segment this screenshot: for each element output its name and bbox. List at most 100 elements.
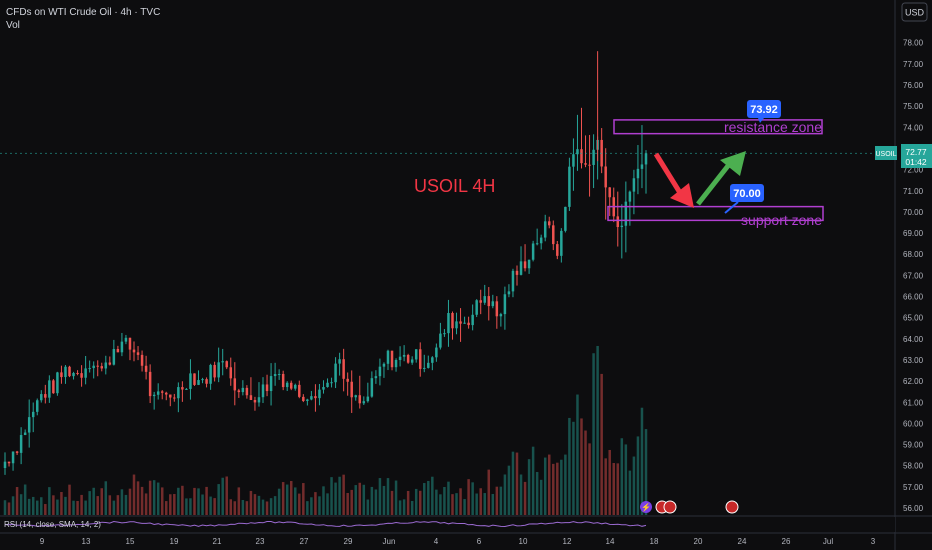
volume-bar [148,480,152,515]
target-badge[interactable]: 73.92 [747,100,781,123]
candle-body [80,373,83,378]
time-axis-tick: 21 [213,537,222,546]
candle-body [334,363,337,383]
currency-button[interactable]: USD [901,2,928,22]
time-axis-tick: 12 [563,537,572,546]
volume-bar [213,498,216,515]
candle-body [241,387,245,393]
candle-body [72,372,75,377]
volume-bar [479,488,482,515]
candle-body [84,368,87,378]
volume-bar [370,486,374,515]
price-axis-tick: 65.00 [903,314,924,323]
volume-bar [612,462,615,515]
volume-bar [40,497,43,515]
volume-bar [229,499,233,515]
volume-bar [124,494,128,515]
current-price-tag: USOIL 72.77 01:42 [875,144,932,168]
candle-body [48,380,51,398]
time-axis-tick: 15 [126,537,135,546]
price-axis-tick: 69.00 [903,229,924,238]
support-zone-box[interactable] [607,205,824,222]
volume-bar [600,373,603,515]
price-axis-tick: 57.00 [903,483,924,492]
price-axis-tick: 75.00 [903,102,924,111]
volume-bar [414,488,418,515]
resistance-zone-box[interactable] [613,119,823,135]
candle-body [56,372,59,394]
price-tag-value: 72.77 [905,147,927,157]
volume-bar [596,345,599,515]
price-axis-tick: 72.00 [903,166,924,175]
us-flag-event-icon[interactable] [663,500,677,514]
up-arrow[interactable] [696,151,746,206]
volume-bar [201,494,204,515]
candle-body [620,225,624,228]
volume-bar [535,471,539,515]
volume-bar [144,493,148,515]
volume-bar [382,485,386,515]
volume-bar [52,495,55,515]
candle-body [169,394,172,398]
resistance-zone-label: resistance zone [724,119,822,135]
volume-bar [23,484,27,515]
candle-body [370,378,374,397]
volume-bar [19,494,23,515]
candle-body [592,149,595,165]
entry-badge[interactable]: 70.00 [724,184,764,214]
lightning-event-icon[interactable] [640,501,652,513]
rsi-pane[interactable]: RSI (14, close, SMA, 14, 2) [0,517,895,532]
candle-body [608,187,611,198]
volume-bar [3,500,7,515]
candle-body [346,378,349,382]
candle-body [100,366,104,369]
candle-body [306,399,309,401]
candle-body [636,168,640,179]
volume-bar [193,487,196,515]
candle-body [318,389,321,399]
candle-body [374,376,378,379]
volume-bar [552,463,555,515]
candle-body [350,381,353,398]
volume-bar [410,500,414,515]
volume-bar [499,486,503,515]
event-markers[interactable]: ⚡ [640,500,739,514]
volume-bar [140,486,144,515]
us-flag-event-icon[interactable] [725,500,739,514]
volume-bar [507,465,511,515]
candle-body [382,363,386,367]
volume-bar [439,494,442,515]
candle-body [632,178,636,192]
volume-bar [108,495,112,515]
volume-bar [326,493,329,515]
volume-bar [310,497,313,515]
volume-bar [451,494,454,515]
candle-body [390,350,394,368]
symbol-tag-bg [875,146,897,160]
candle-body [552,225,555,245]
volume-bar [632,456,636,515]
volume-bar [302,483,305,515]
candle-body [205,379,208,384]
time-axis-tick: 4 [434,537,439,546]
candle-body [539,237,543,244]
price-axis[interactable]: 56.00 57.00 58.00 59.00 60.00 61.00 62.00 63.00… [903,39,924,513]
candle-body [96,365,99,367]
volume-bar [269,498,273,515]
time-axis[interactable]: 9 13 15 19 21 23 27 29 Jun 4 6 10 12 14 18 20 24 26 Jul 3 [40,537,876,546]
target-badge-text: 73.92 [750,104,778,116]
candle-body [201,379,204,381]
symbol-tag-text: USOIL [875,151,896,158]
candle-body [92,365,95,369]
volume-bar [406,490,410,515]
volume-bar [572,421,575,515]
candle-body [515,270,519,275]
candle-body [410,359,414,363]
volume-bar [285,484,289,515]
volume-bar [330,477,333,515]
down-arrow[interactable] [653,152,694,208]
candle-body [152,394,156,397]
entry-badge-pointer [724,201,739,214]
volume-bar [503,474,507,515]
